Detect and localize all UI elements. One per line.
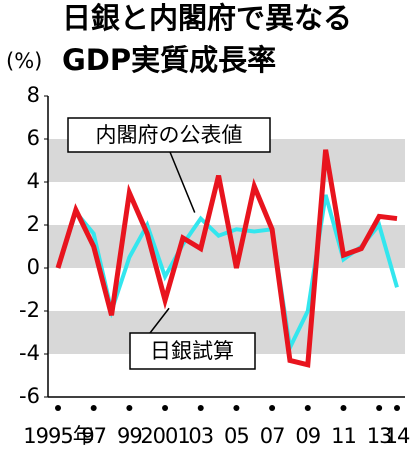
leader-line	[149, 307, 170, 334]
x-tick-dot	[233, 405, 240, 411]
x-tick-label: 13	[367, 424, 392, 448]
x-tick-label: 11	[331, 424, 356, 448]
x-tick-dot	[197, 405, 204, 411]
x-tick-dot	[269, 405, 276, 411]
x-tick-dot	[376, 405, 383, 411]
y-tick-label: 8	[27, 83, 40, 107]
y-tick-label: -4	[19, 341, 40, 365]
x-tick-label: 97	[81, 424, 106, 448]
x-tick-dot	[126, 405, 133, 411]
y-tick-label: 2	[27, 212, 40, 236]
chart-subtitle: GDP実質成長率	[62, 43, 276, 77]
x-tick-dot	[90, 405, 97, 411]
y-tick-label: 0	[27, 255, 40, 279]
x-tick-label: 09	[295, 424, 320, 448]
x-tick-label: 05	[224, 424, 249, 448]
x-tick-dot	[304, 405, 311, 411]
x-tick-dot	[55, 405, 61, 411]
y-axis-label: (%)	[6, 49, 42, 73]
y-tick-label: -2	[19, 298, 40, 322]
series-line	[55, 149, 398, 368]
series-name: 日銀試算	[150, 339, 234, 363]
x-tick-dot	[394, 405, 400, 411]
annotation-box	[67, 117, 271, 153]
y-tick-label: 4	[27, 169, 40, 193]
chart-title: 日銀と内閣府で異なる	[62, 1, 352, 35]
x-tick-label: 1995年	[23, 424, 93, 448]
annotation-box	[129, 332, 256, 370]
x-tick-label: 03	[188, 424, 213, 448]
x-tick-label: 2001	[140, 424, 189, 448]
y-tick-label: 6	[27, 126, 40, 150]
x-tick-label: 14	[385, 424, 410, 448]
y-tick-label: -6	[19, 384, 40, 408]
x-tick-label: 99	[117, 424, 142, 448]
x-tick-dot	[340, 405, 347, 411]
x-tick-dot	[162, 405, 169, 411]
x-tick-label: 07	[260, 424, 285, 448]
series-name: 内閣府の公表値	[96, 123, 243, 147]
leader-line	[169, 151, 196, 213]
